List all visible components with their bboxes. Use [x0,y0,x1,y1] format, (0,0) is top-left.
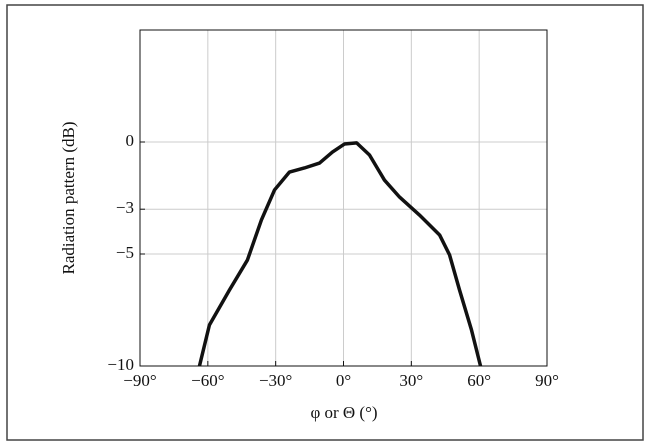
x-tick-label: 60° [467,371,491,390]
y-axis-label: Radiation pattern (dB) [59,122,78,275]
y-tick-label: −5 [116,243,134,262]
x-tick-label: 90° [535,371,559,390]
y-tick-label: −3 [116,198,134,217]
x-tick-label: −90° [123,371,156,390]
x-axis-label: φ or Θ (°) [310,403,377,422]
y-tick-label: −10 [107,355,134,374]
x-tick-label: 30° [399,371,423,390]
frame [6,4,644,441]
x-tick-label: −60° [191,371,224,390]
plot-border [139,29,548,367]
data-line [197,141,483,367]
x-tick-label: 0° [336,371,351,390]
y-tick-label: 0 [126,131,135,150]
x-tick-label: −30° [259,371,292,390]
